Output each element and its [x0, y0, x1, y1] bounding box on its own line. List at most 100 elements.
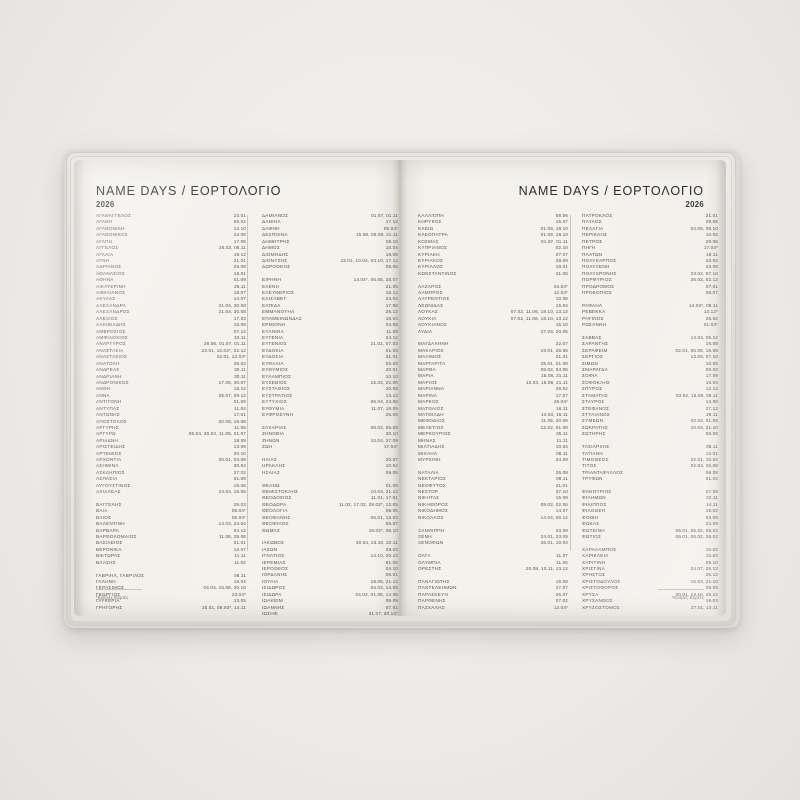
name-day-entry: ΒΙΚΤΩΡΑΣ 11.11: [96, 553, 246, 559]
name-day-date: 01.09, 19.10: [540, 225, 568, 231]
name-day-entry: ΧΡΙΣΤΟΔΟΥΛΟΣ 16.03, 21.10: [582, 579, 718, 585]
name-day-entry: ΑΓΑΘΗ 05.02: [96, 219, 246, 225]
name-day-entry: ΧΡΙΣΤΙΝΑ 24.07, 25.12: [582, 566, 718, 572]
name-day-date: 11.05, 20.06: [540, 418, 568, 424]
name-day-name: ΦΙΛΗΜΩΝ: [582, 495, 606, 501]
name-day-entry: ΚΗΡΥΚΟΣ 15.07: [418, 219, 568, 225]
name-day-date: 19.12: [233, 251, 246, 257]
name-day-date: 01.09: [233, 399, 246, 405]
name-day-name: ΠΟΛΥΚΑΡΠΟΣ: [582, 257, 617, 263]
name-day-entry: ΕΥΑΝΘΙΑ 11.09: [262, 329, 398, 335]
name-day-entry: ΣΩΚΡΑΤΗΣ 10.04, 21.10: [582, 425, 718, 431]
name-day-name: ΠΑΝΤΕΛΕΗΜΩΝ: [418, 585, 457, 591]
name-day-entry: ΚΟΣΜΑΣ 01.07, 01.11: [418, 239, 568, 245]
name-day-date: 25.01, 08.03*, 14.11: [201, 604, 246, 610]
name-day-date: 08.07: [705, 290, 718, 296]
name-day-name: ΧΡΗΣΤΟΣ: [582, 572, 606, 578]
name-day-name: ΙΩΣΗΦ: [262, 611, 278, 616]
name-day-name: ΜΑΞΙΜΟΣ: [418, 354, 442, 360]
name-day-name: ΙΩΑΝΝΗΣ: [262, 604, 285, 610]
name-day-name: ΦΩΤΙΟΣ: [582, 533, 602, 539]
name-day-date: 16.03, 21.10: [690, 578, 718, 584]
name-day-date: 10.04: [705, 379, 718, 385]
page-title: NAME DAYS / ΕΟΡΤΟΛΟΓΙΟ: [96, 184, 282, 198]
name-day-date: 03.02, 16.08, 08.11: [675, 392, 718, 398]
name-day-entry: ΗΛΙΑΣ 20.07: [262, 457, 398, 463]
name-day-name: ΦΙΛΙΠΠΟΣ: [582, 501, 607, 507]
name-day-name: ΜΥΡΣΙΝΗ: [418, 456, 441, 462]
name-day-date: 21.01: [705, 213, 718, 218]
name-day-name: ΚΗΡΥΚΟΣ: [418, 219, 442, 225]
name-day-entry: ΞΕΝΗ 24.01, 23.09: [418, 534, 568, 540]
name-day-entry: ΑΝΔΡΟΝΙΚΟΣ 17.05, 30.07: [96, 380, 246, 386]
name-day-name: ΘΩΜΑΣ: [262, 527, 281, 533]
name-day-name: ΙΑΚΩΒΟΣ: [262, 540, 285, 546]
name-day-entry: ΙΑΚΩΒΟΣ 30.04, 23.10, 22.11: [262, 540, 398, 546]
name-day-name: ΑΝΝΑ: [96, 392, 110, 398]
name-day-date: 03.09: [705, 514, 718, 520]
name-day-entry: ΕΙΡΗΝΗ 14.04*, 05.05, 28.07: [262, 277, 398, 283]
name-day-entry: ΠΑΝΑΓΙΩΤΗΣ 15.08: [418, 579, 568, 585]
name-day-date: 10.02: [705, 553, 718, 559]
name-day-entry: ΑΝΘΗ 15.12: [96, 386, 246, 392]
name-day-name: ΠΟΛΥΧΡΟΝΗΣ: [582, 270, 617, 276]
name-day-name: ΑΝΤΥΠΑΣ: [96, 405, 120, 411]
name-day-entry: ΡΩΣΑΝΝΗ 01.03*: [582, 322, 718, 328]
name-day-date: 12.02, 01.09: [540, 424, 568, 430]
name-day-date: 25.02: [705, 315, 718, 321]
name-day-entry: ΑΜΦΙΛΟΧΙΟΣ 23.11: [96, 335, 246, 341]
name-day-date: 17.09: [233, 238, 246, 244]
name-day-entry: ΧΡΥΣΑ 30.01, 13.10, 25.12: [582, 592, 718, 598]
name-day-entry: ΣΩΤΗΡΗΣ 06.08: [582, 431, 718, 437]
name-day-date: 08.02, 04.06: [540, 367, 568, 373]
name-day-date: 01.01: [233, 540, 246, 546]
name-day-name: ΑΓΑΘΟΝΙΚΗ: [96, 225, 125, 231]
name-day-name: ΜΑΡΙΟΣ: [418, 379, 438, 385]
name-day-date: 21.01: [555, 354, 568, 360]
name-day-name: ΘΕΟΦΙΛΟΣ: [262, 521, 289, 527]
name-day-date: 30.04, 23.10, 22.11: [355, 540, 398, 546]
name-day-entry: ΑΛΚΙΒΙΑΔΗΣ 16.08: [96, 322, 246, 328]
name-day-entry: ΠΑΣΧΑΛΗΣ 12.04*: [418, 605, 568, 611]
name-day-name: ΓΑΛΗΝΗ: [96, 578, 116, 584]
name-day-entry: ΖΗΝΩΝ 10.04, 27.09: [262, 438, 398, 444]
name-day-name: ΣΕΡΑΦΕΙΜ: [582, 347, 608, 353]
name-day-name: ΑΛΚΙΒΙΑΔΗΣ: [96, 322, 126, 328]
name-day-entry: ΦΟΙΒΗ 03.09: [582, 515, 718, 521]
name-day-entry: ΜΗΝΑΣ 11.11: [418, 438, 568, 444]
name-day-date: 23.09: [555, 527, 568, 533]
name-day-date: 30.01, 13.10, 25.12: [675, 591, 718, 597]
name-day-entry: ΘΕΜΙΣΤΟΚΛΗΣ 10.04, 21.12: [262, 489, 398, 495]
name-day-entry: ΧΡΙΣΤΟΦΟΡΟΣ 09.05: [582, 585, 718, 591]
name-day-name: ΑΔΡΙΑΝΟΣ: [96, 264, 122, 270]
name-day-name: ΞΑΝΘΙΠΠΗ: [418, 527, 445, 533]
name-day-name: ΙΕΡΟΘΕΟΣ: [262, 566, 289, 572]
name-day-name: ΑΡΓΥΡΩ: [96, 431, 116, 437]
name-day-date: 01.05: [385, 559, 398, 565]
name-day-date: 01.03: [385, 347, 398, 353]
name-day-name: ΜΑΡΙΝΑ: [418, 392, 438, 398]
name-day-entry: ΘΩΜΑΣ 19.04*, 06.10: [262, 528, 398, 534]
name-day-name: ΜΑΚΑΡΙΟΣ: [418, 347, 445, 353]
name-day-date: 13.09: [233, 444, 246, 450]
name-day-entry: ΒΑΛΕΝΤΙΝΗ 14.02, 24.04: [96, 521, 246, 527]
name-day-name: ΑΡΧΟΝΤΙΑ: [96, 457, 122, 463]
name-day-name: ΙΓΝΑΤΙΟΣ: [262, 553, 285, 559]
name-day-date: 01.09: [233, 277, 246, 283]
name-day-date: 14.02, 24.04: [218, 521, 246, 527]
name-day-entry: ΑΓΑΘΟΝΙΚΗ 13.10: [96, 226, 246, 232]
name-day-name: ΔΑΝΙΗΛ: [262, 219, 281, 225]
name-day-entry: ΣΤΑΥΡΟΣ 14.09: [582, 399, 718, 405]
name-day-entry: ΑΝΤΙΓΟΝΗ 01.09: [96, 399, 246, 405]
name-day-date: 26.02, 02.12: [690, 277, 718, 283]
name-day-entry: ΧΡΥΣΟΣΤΟΜΟΣ 27.01, 13.11: [582, 605, 718, 611]
name-day-date: 30.01, 03.09: [218, 457, 246, 463]
name-day-date: 01.02: [705, 476, 718, 482]
name-day-name: ΕΥΦΡΟΣΥΝΗ: [262, 412, 294, 418]
name-day-date: 20.09: [385, 386, 398, 392]
name-day-date: 21.01: [555, 482, 568, 488]
right-page: NAME DAYS / ΕΟΡΤΟΛΟΓΙΟ 2026 ΚΑΛΛΙΟΠΗ 08.0…: [400, 160, 726, 616]
name-day-name: ΣΕΡΓΙΟΣ: [582, 354, 604, 360]
name-day-name: ΝΑΤΑΛΙΑ: [418, 469, 439, 475]
name-day-entry: ΜΙΛΤΙΑΔΗΣ 10.04: [418, 444, 568, 450]
